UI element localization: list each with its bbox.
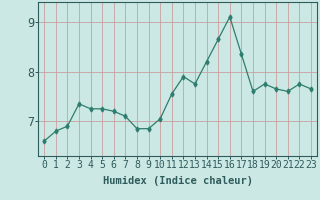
X-axis label: Humidex (Indice chaleur): Humidex (Indice chaleur): [103, 176, 252, 186]
